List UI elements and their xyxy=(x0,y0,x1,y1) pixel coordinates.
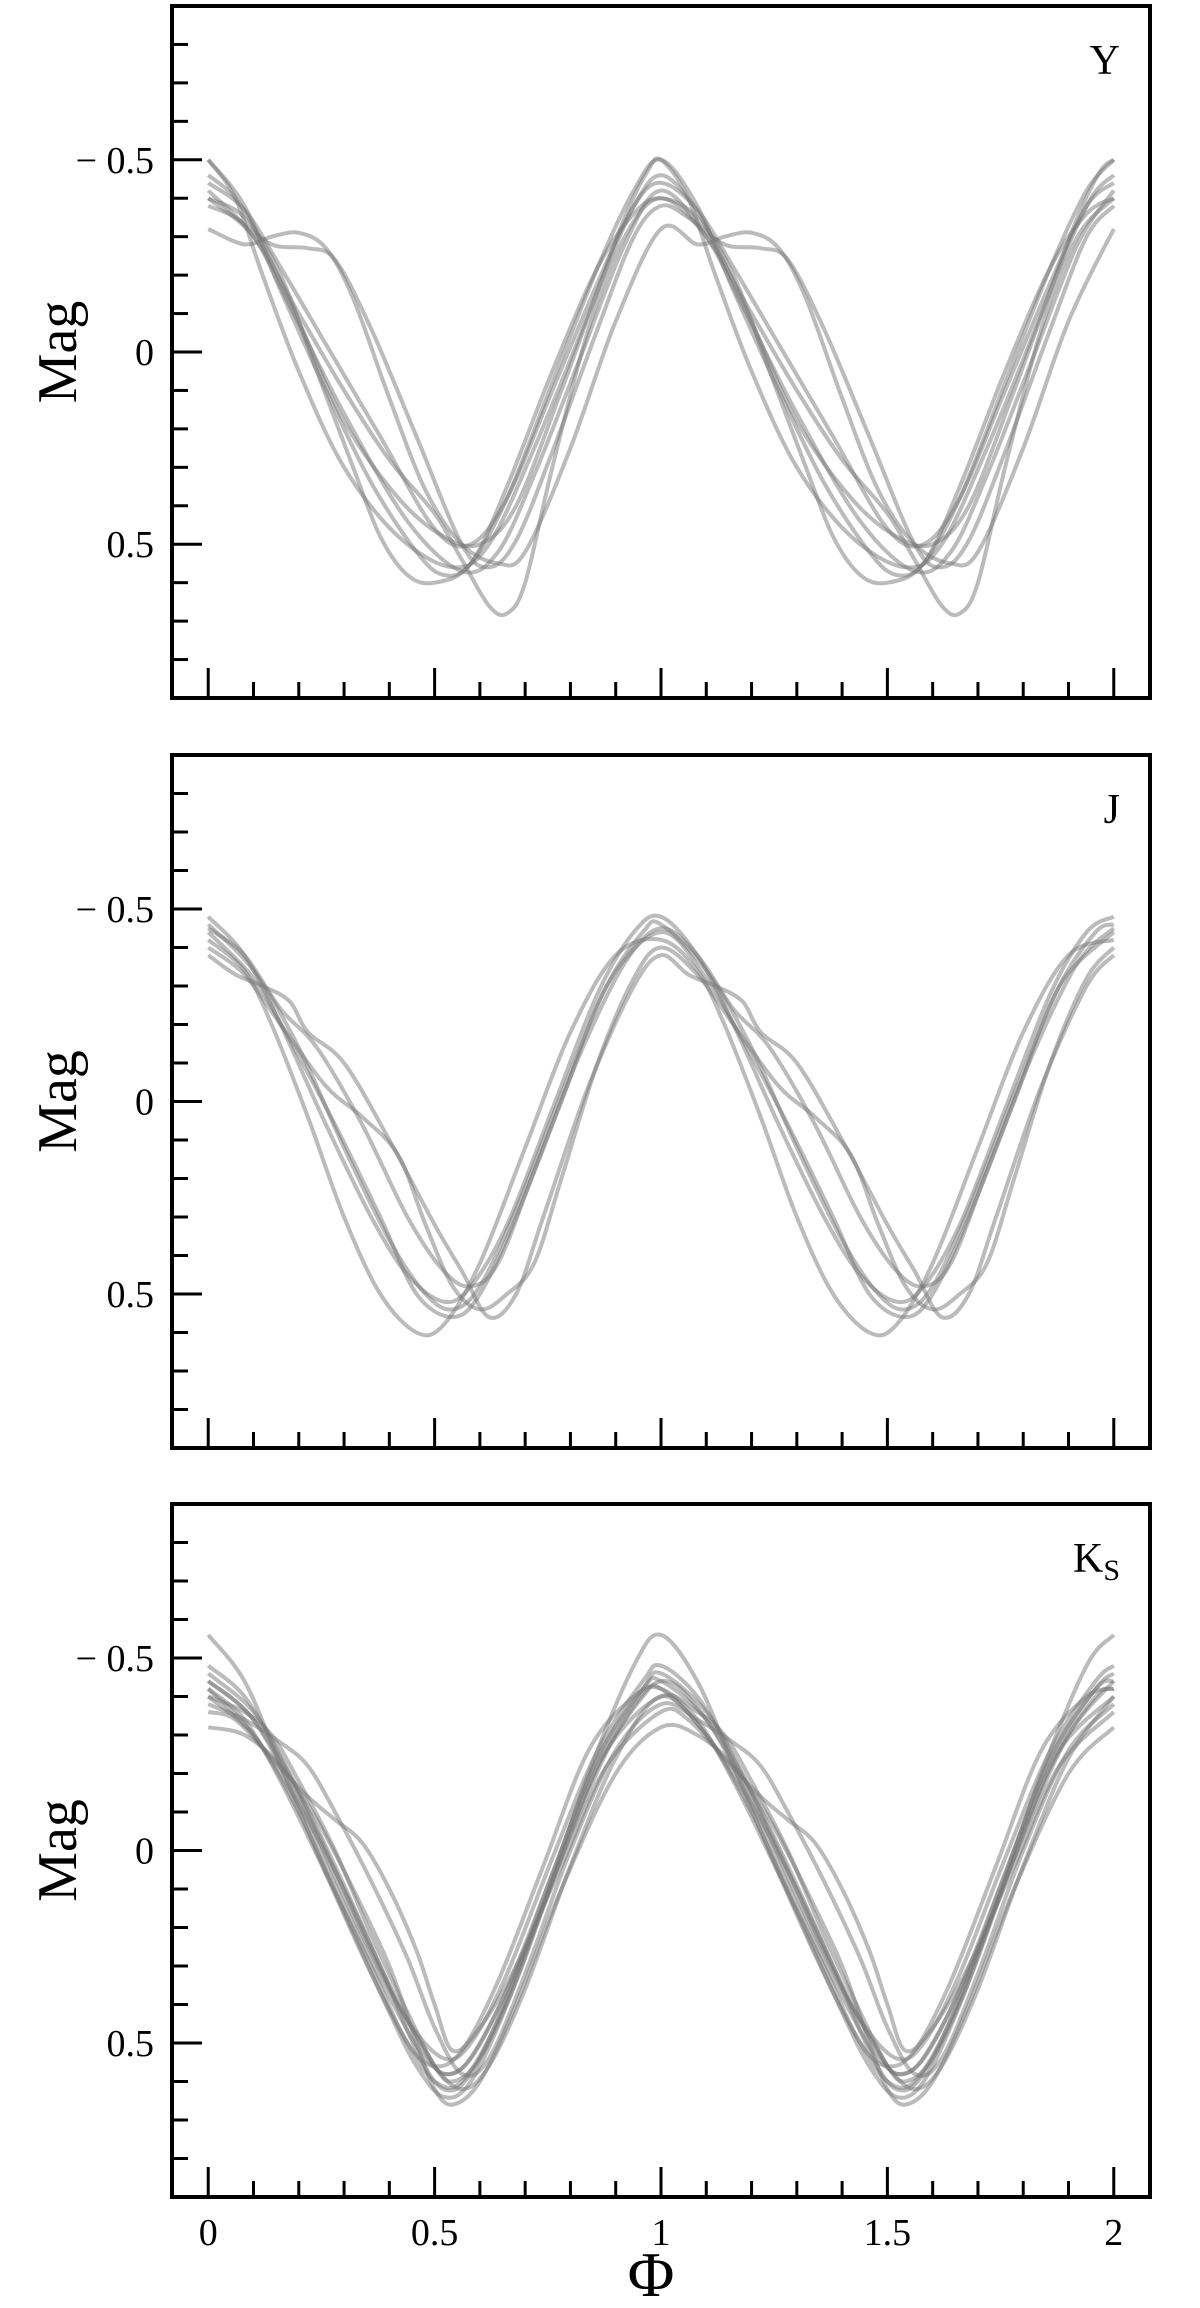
light-curve-2 xyxy=(206,1675,1115,2077)
light-curve-5 xyxy=(207,926,1116,1289)
curves xyxy=(206,156,1116,618)
y-tick-label: 0.5 xyxy=(107,524,155,566)
x-tick-label: 0 xyxy=(199,2212,218,2254)
light-curve-7 xyxy=(207,1706,1116,2054)
y-tick-label: 0 xyxy=(135,1082,154,1124)
y-tick-label: 0.5 xyxy=(107,2023,155,2065)
y-tick-label: − 0.5 xyxy=(76,889,154,931)
panel-2: − 0.5 0 0.5 Mag J xyxy=(27,753,1152,1450)
light-curve-5 xyxy=(207,1701,1116,2078)
y-tick-label: − 0.5 xyxy=(76,140,154,182)
x-tick-label: 0.5 xyxy=(411,2212,459,2254)
band-label: J xyxy=(1104,787,1120,833)
light-curve-10 xyxy=(206,1683,1115,2100)
x-axis-label: Φ xyxy=(628,2239,675,2308)
y-tick-label: 0 xyxy=(135,332,154,374)
y-axis-label: Mag xyxy=(27,1050,89,1153)
light-curve-7 xyxy=(206,173,1116,549)
curves xyxy=(206,1632,1116,2107)
light-curve-4 xyxy=(207,953,1116,1320)
light-curve-2 xyxy=(206,930,1116,1320)
light-curve-7 xyxy=(206,919,1115,1312)
panel-1: − 0.5 0 0.5 Mag Y xyxy=(27,4,1152,700)
curves xyxy=(206,913,1116,1338)
x-tick-label: 1 xyxy=(652,2212,671,2254)
plot-frame xyxy=(170,753,1152,1450)
band-label: KS xyxy=(1073,1536,1120,1587)
light-curve-6 xyxy=(206,1670,1116,2093)
y-tick-label: 0 xyxy=(135,1831,154,1873)
light-curve-3 xyxy=(206,188,1116,575)
y-tick-label: − 0.5 xyxy=(76,1638,154,1680)
x-tick-label: 1.5 xyxy=(864,2212,912,2254)
y-axis-label: Mag xyxy=(27,1799,89,1902)
light-curve-3 xyxy=(206,1684,1115,2069)
light-curve-6 xyxy=(207,203,1116,570)
light-curve-1 xyxy=(206,913,1115,1305)
band-label: Y xyxy=(1090,38,1120,84)
light-curve-4 xyxy=(206,157,1116,578)
light-curve-6 xyxy=(207,945,1116,1312)
plot-frame xyxy=(170,4,1152,700)
x-tick-label: 2 xyxy=(1104,2212,1123,2254)
light-curve-9 xyxy=(206,196,1116,618)
y-axis-label: Mag xyxy=(27,301,89,404)
light-curve-9 xyxy=(206,1679,1116,2077)
light-curve-12 xyxy=(206,1663,1116,2062)
panel-3: − 0.5 0 0.5 0 0.5 1 1.5 2 Mag KS Φ xyxy=(27,1502,1152,2308)
light-curve-3 xyxy=(206,936,1115,1338)
light-curve-1 xyxy=(206,156,1116,570)
y-tick-label: 0.5 xyxy=(107,1274,155,1316)
